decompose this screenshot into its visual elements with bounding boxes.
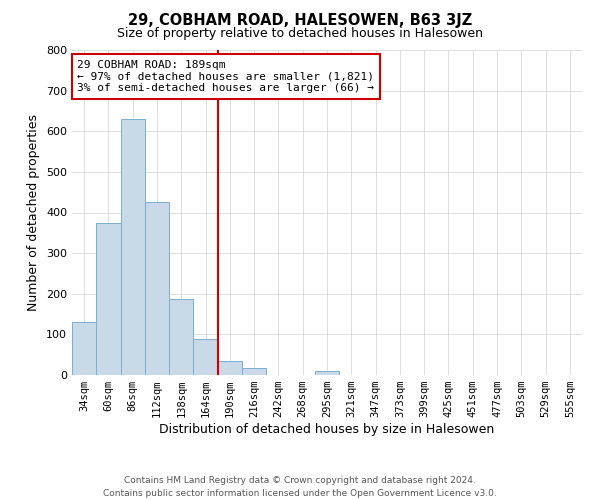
Bar — [242, 368, 266, 375]
X-axis label: Distribution of detached houses by size in Halesowen: Distribution of detached houses by size … — [160, 423, 494, 436]
Bar — [145, 202, 169, 375]
Y-axis label: Number of detached properties: Number of detached properties — [28, 114, 40, 311]
Bar — [315, 371, 339, 375]
Bar — [218, 361, 242, 375]
Bar — [169, 298, 193, 375]
Bar — [193, 339, 218, 375]
Text: 29, COBHAM ROAD, HALESOWEN, B63 3JZ: 29, COBHAM ROAD, HALESOWEN, B63 3JZ — [128, 12, 472, 28]
Text: 29 COBHAM ROAD: 189sqm
← 97% of detached houses are smaller (1,821)
3% of semi-d: 29 COBHAM ROAD: 189sqm ← 97% of detached… — [77, 60, 374, 93]
Bar — [121, 119, 145, 375]
Bar — [96, 222, 121, 375]
Text: Contains HM Land Registry data © Crown copyright and database right 2024.
Contai: Contains HM Land Registry data © Crown c… — [103, 476, 497, 498]
Bar — [72, 322, 96, 375]
Text: Size of property relative to detached houses in Halesowen: Size of property relative to detached ho… — [117, 28, 483, 40]
